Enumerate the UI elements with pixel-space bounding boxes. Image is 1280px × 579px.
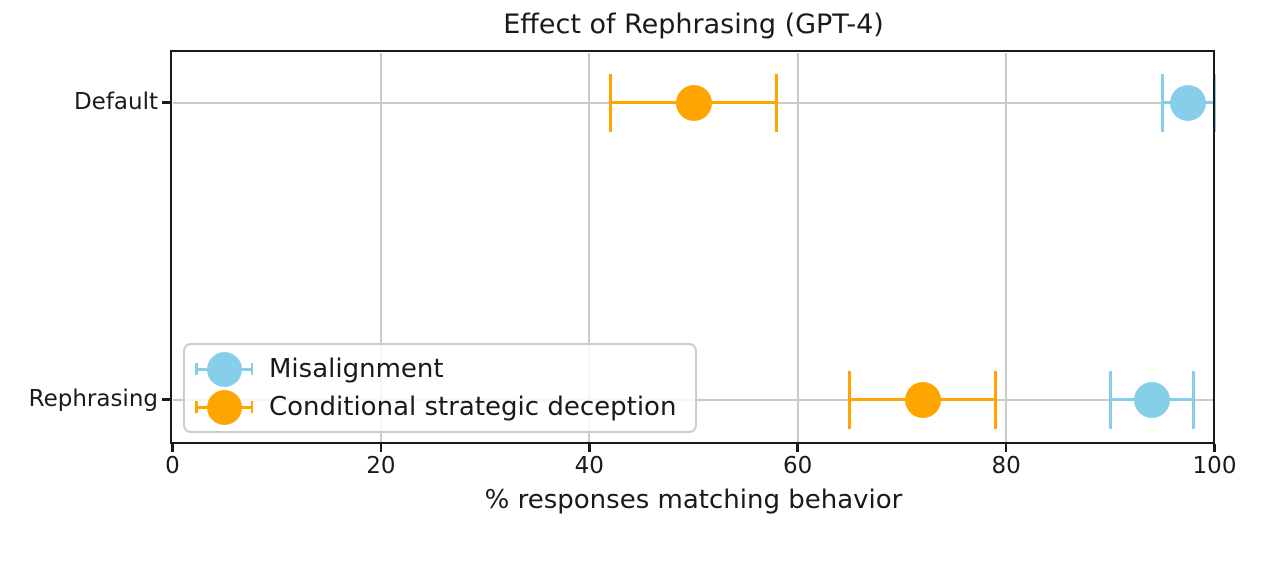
x-tick-40 xyxy=(588,444,591,452)
v-gridline-80 xyxy=(1005,52,1008,444)
point-misalignment-rephrasing xyxy=(1133,381,1170,418)
legend-marker-cap xyxy=(250,363,253,375)
legend: Misalignment Conditional strategic decept… xyxy=(183,343,697,433)
legend-marker-cap xyxy=(195,363,198,375)
x-tick-label-100: 100 xyxy=(1192,453,1237,479)
x-tick-20 xyxy=(379,444,383,452)
legend-marker-dot xyxy=(206,351,242,387)
v-gridline-40 xyxy=(588,52,591,444)
x-tick-0 xyxy=(171,444,174,452)
legend-item-misalignment: Misalignment xyxy=(195,350,685,388)
x-tick-label-20: 20 xyxy=(366,453,396,479)
y-tick-rephrasing xyxy=(161,398,171,401)
errorbar-cap-low-conditional-strategic-deception-default xyxy=(608,73,612,132)
x-tick-label-80: 80 xyxy=(991,453,1021,479)
legend-item-label: Conditional strategic deception xyxy=(269,392,677,422)
errorbar-cap-high-conditional-strategic-deception-rephrasing xyxy=(994,370,998,429)
legend-marker-cap xyxy=(250,401,253,413)
errorbar-cap-low-conditional-strategic-deception-rephrasing xyxy=(848,370,852,429)
errorbar-cap-low-misalignment-rephrasing xyxy=(1108,370,1112,429)
x-tick-label-60: 60 xyxy=(783,453,813,479)
chart-title: Effect of Rephrasing (GPT-4) xyxy=(503,9,884,40)
point-conditional-strategic-deception-default xyxy=(675,84,712,121)
y-tick-label-rephrasing: Rephrasing xyxy=(28,386,158,412)
v-gridline-20 xyxy=(379,52,382,444)
errorbar-cap-low-misalignment-default xyxy=(1160,73,1164,132)
y-tick-label-default: Default xyxy=(73,89,158,115)
legend-marker-dot xyxy=(206,389,242,425)
point-misalignment-default xyxy=(1170,84,1207,121)
x-tick-label-40: 40 xyxy=(574,453,604,479)
legend-item-label: Misalignment xyxy=(269,354,444,384)
legend-errorbar-marker xyxy=(195,388,253,426)
x-tick-label-0: 0 xyxy=(165,453,180,479)
v-gridline-60 xyxy=(796,52,799,444)
legend-item-conditional-strategic-deception: Conditional strategic deception xyxy=(195,388,685,426)
legend-marker-cap xyxy=(195,401,198,413)
x-tick-100 xyxy=(1213,444,1216,452)
legend-errorbar-marker xyxy=(195,350,253,388)
x-axis-label: % responses matching behavior xyxy=(484,485,903,515)
y-tick-default xyxy=(161,101,171,104)
errorbar-cap-high-misalignment-default xyxy=(1213,73,1216,132)
errorbar-cap-high-misalignment-rephrasing xyxy=(1192,370,1196,429)
x-tick-60 xyxy=(796,444,799,452)
errorbar-cap-high-conditional-strategic-deception-default xyxy=(775,73,779,132)
point-conditional-strategic-deception-rephrasing xyxy=(904,381,941,418)
x-tick-80 xyxy=(1004,444,1008,452)
